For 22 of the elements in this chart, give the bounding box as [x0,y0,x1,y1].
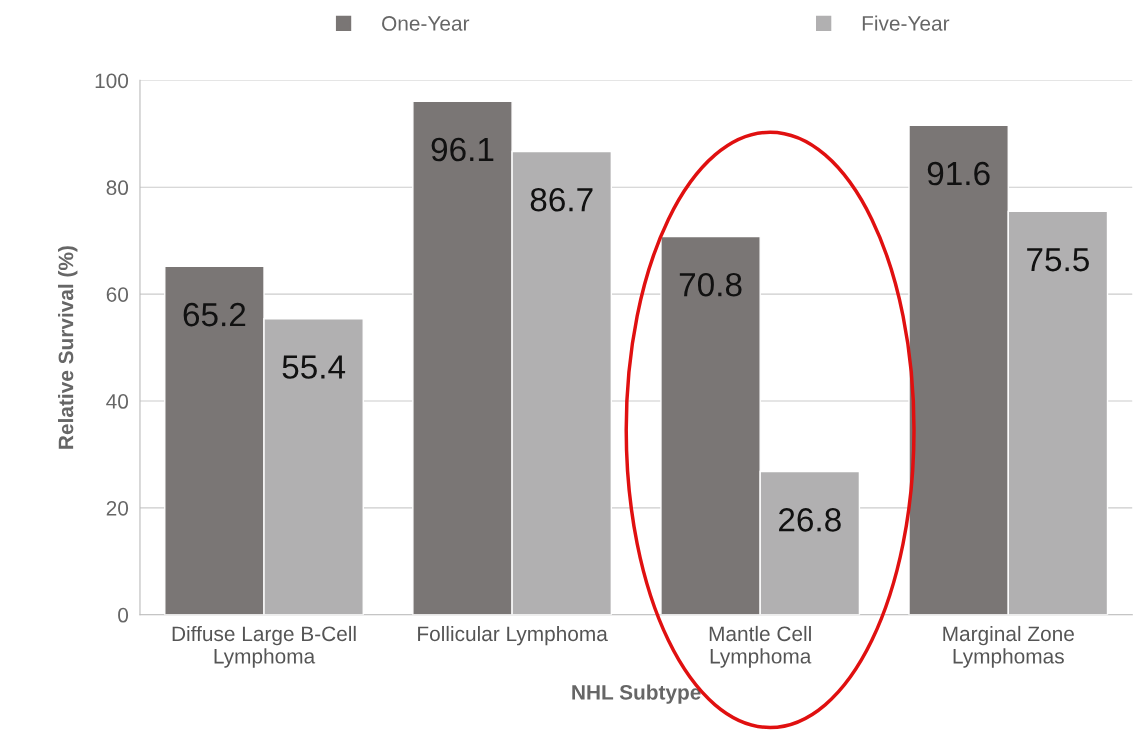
y-tick-label: 40 [106,394,129,409]
data-label: 75.5 [1027,248,1089,272]
x-tick-label: Follicular Lymphoma [418,625,608,646]
x-tick-label: Marginal Zone Lymphomas [943,625,1074,668]
legend-label: One-Year [382,16,470,31]
data-label: 65.2 [183,302,246,327]
data-label: 86.7 [530,187,593,212]
y-tick-label: 20 [106,500,129,516]
data-label: 96.1 [431,137,494,162]
x-tick-label: Diffuse Large B-Cell Lymphoma [172,625,356,668]
y-tick-label: 100 [95,73,129,89]
x-tick-label: Mantle Cell Lymphoma [709,625,812,668]
legend-label: Five-Year [862,15,950,31]
data-label: 91.6 [927,161,990,186]
y-tick-label: 60 [106,287,129,302]
y-tick-label: 0 [118,607,129,623]
x-axis-title: NHL Subtype [572,684,701,704]
data-label: 26.8 [779,508,841,532]
y-axis-title: Relative Survival (%) [58,246,78,449]
data-label: 70.8 [679,272,742,297]
y-tick-label: 80 [106,180,129,196]
data-label: 55.4 [282,355,346,379]
